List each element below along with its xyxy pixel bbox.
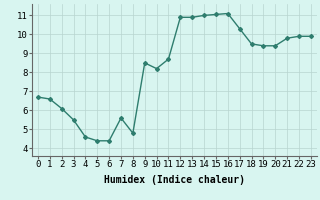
X-axis label: Humidex (Indice chaleur): Humidex (Indice chaleur) (104, 175, 245, 185)
